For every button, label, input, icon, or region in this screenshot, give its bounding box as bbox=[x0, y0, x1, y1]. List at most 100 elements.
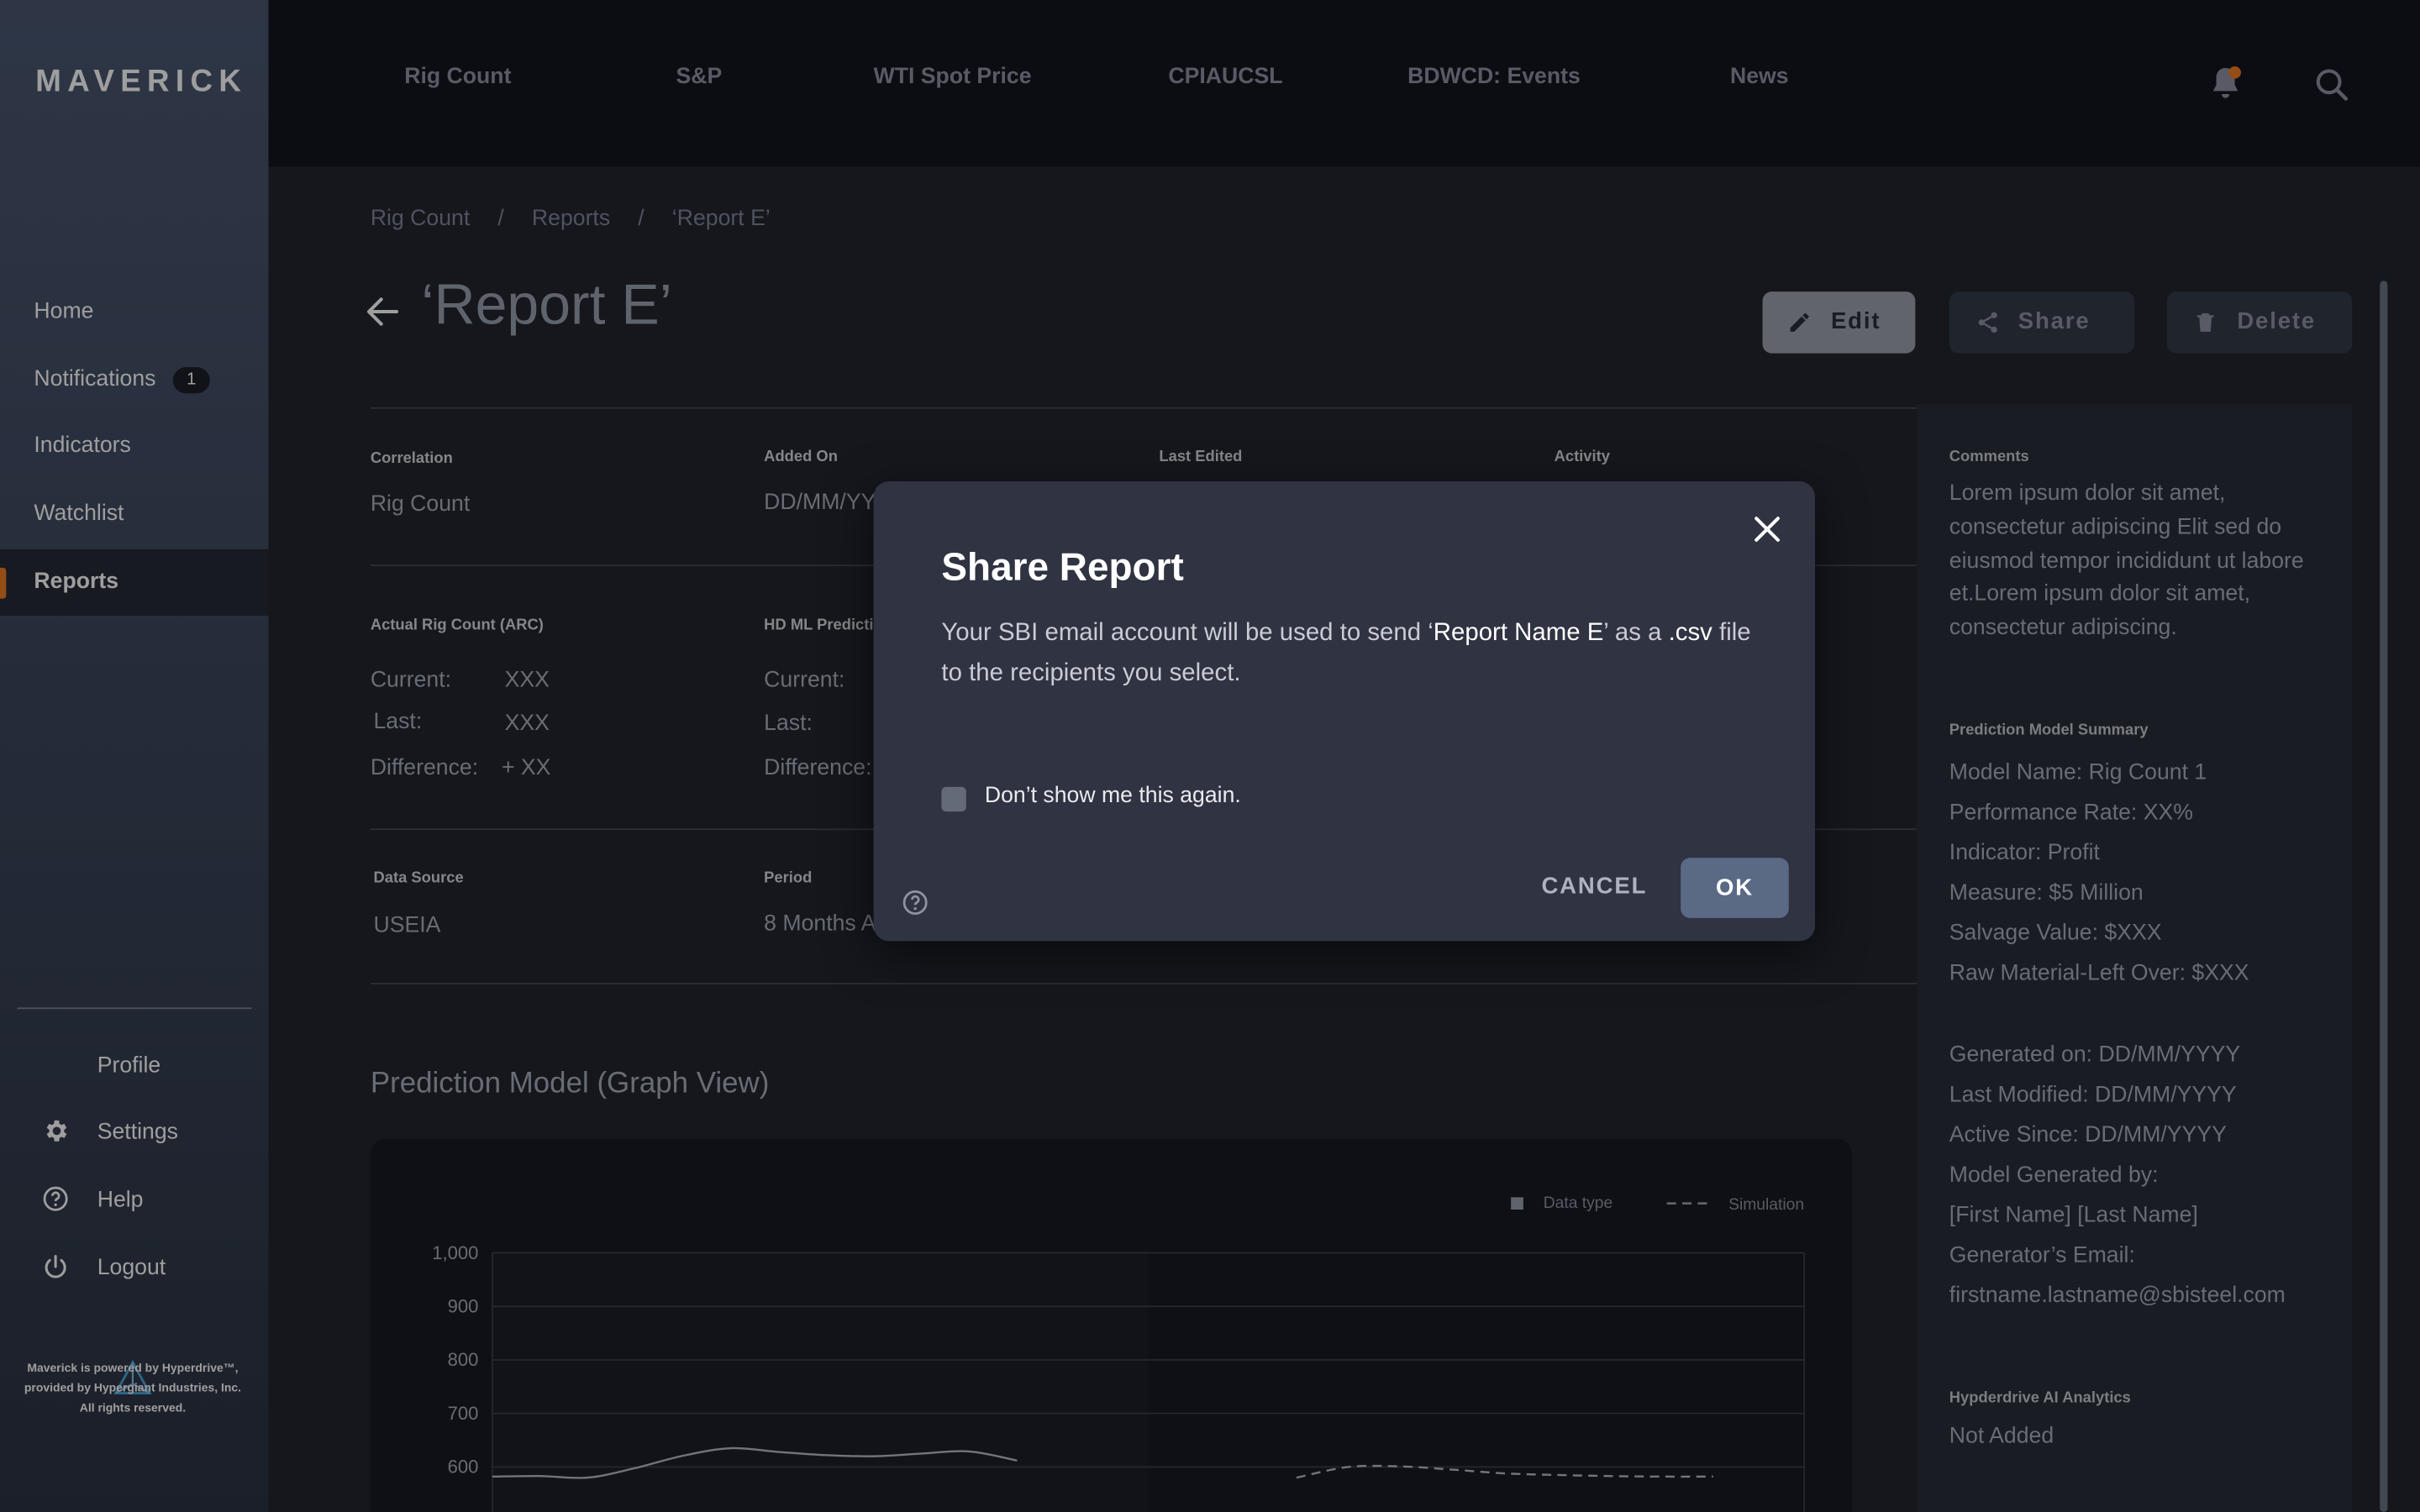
tab-cpiaucsl[interactable]: CPIAUCSL bbox=[1168, 65, 1283, 90]
sidebar-item-label: Home bbox=[34, 299, 94, 324]
chart-shaded-region bbox=[492, 1252, 1149, 1512]
chart-section-title: Prediction Model (Graph View) bbox=[370, 1068, 770, 1100]
power-icon bbox=[45, 1255, 66, 1278]
edit-button[interactable]: Edit bbox=[1762, 291, 1916, 354]
active-since: Active Since: DD/MM/YYYY bbox=[1949, 1123, 2227, 1148]
breadcrumb-current: ‘Report E’ bbox=[671, 207, 771, 232]
arc-last-value: XXX bbox=[504, 711, 550, 737]
salvage-value: Salvage Value: $XXX bbox=[1949, 921, 2162, 946]
sidebar-item-settings[interactable]: Settings bbox=[42, 1114, 258, 1151]
series-line-simulation bbox=[1296, 1464, 1713, 1479]
tab-news[interactable]: News bbox=[1729, 65, 1789, 90]
tab-bdwcd-events[interactable]: BDWCD: Events bbox=[1407, 65, 1581, 90]
gear-icon bbox=[46, 1120, 67, 1142]
sidebar-item-help[interactable]: Help bbox=[42, 1182, 258, 1219]
raw-material: Raw Material-Left Over: $XXX bbox=[1949, 961, 2249, 986]
arc-label: Actual Rig Count (ARC) bbox=[370, 617, 544, 634]
tab-rig-count[interactable]: Rig Count bbox=[404, 65, 512, 90]
hdml-current-label: Current: bbox=[764, 668, 845, 693]
y-tick-label: 700 bbox=[448, 1403, 479, 1424]
back-arrow-icon[interactable] bbox=[364, 295, 401, 328]
help-icon[interactable] bbox=[902, 889, 929, 916]
divider bbox=[370, 983, 1918, 984]
comments-label: Comments bbox=[1949, 449, 2029, 466]
bell-icon[interactable] bbox=[2207, 63, 2244, 103]
model-summary-label: Prediction Model Summary bbox=[1949, 722, 2149, 739]
scrollbar[interactable] bbox=[2380, 281, 2388, 1512]
arc-diff-value: + XX bbox=[501, 756, 551, 781]
help-icon bbox=[43, 1186, 68, 1211]
share-button[interactable]: Share bbox=[1949, 291, 2135, 354]
y-tick-label: 1,000 bbox=[432, 1242, 478, 1263]
edit-label: Edit bbox=[1830, 308, 1881, 335]
breadcrumb-separator: / bbox=[638, 207, 644, 232]
y-tick-label: 900 bbox=[448, 1296, 479, 1317]
y-tick-label: 800 bbox=[448, 1349, 479, 1370]
sidebar-item-watchlist[interactable]: Watchlist bbox=[0, 481, 269, 548]
data-source-label: Data Source bbox=[373, 869, 464, 888]
sidebar-item-reports[interactable]: Reports bbox=[0, 549, 269, 616]
chart-y-axis: 1,000 900 800 700 600 bbox=[432, 1242, 478, 1478]
legend-marker-data-type bbox=[1511, 1197, 1523, 1210]
sidebar-item-indicators[interactable]: Indicators bbox=[0, 413, 269, 480]
prediction-chart: 1,000 900 800 700 600 Data type Simulation bbox=[370, 1138, 1853, 1512]
breadcrumb-rig-count[interactable]: Rig Count bbox=[370, 207, 471, 232]
search-icon[interactable] bbox=[2313, 66, 2350, 103]
last-edited-label: Last Edited bbox=[1159, 449, 1243, 466]
sidebar-item-label: Profile bbox=[97, 1053, 161, 1079]
sidebar: MAVERICK Home Notifications 1 Indicators … bbox=[0, 0, 269, 1512]
comments-text: Lorem ipsum dolor sit amet, consectetur … bbox=[1949, 481, 2304, 641]
trash-icon bbox=[2196, 312, 2214, 332]
sidebar-item-profile[interactable]: Profile bbox=[42, 1047, 258, 1084]
delete-button[interactable]: Delete bbox=[2166, 291, 2353, 354]
series-line-data-type bbox=[492, 1446, 1018, 1479]
data-source-value: USEIA bbox=[373, 913, 441, 938]
breadcrumb: Rig Count / Reports / ‘Report E’ bbox=[371, 207, 792, 231]
chart-svg: 1,000 900 800 700 600 Data type Simulation bbox=[432, 1194, 1806, 1512]
indicator: Indicator: Profit bbox=[1949, 841, 2100, 866]
tab-wti-spot-price[interactable]: WTI Spot Price bbox=[873, 65, 1032, 90]
sidebar-item-label: Logout bbox=[97, 1256, 166, 1281]
generator-name: [First Name] [Last Name] bbox=[1949, 1203, 2198, 1229]
added-on-label: Added On bbox=[764, 449, 838, 466]
cancel-button[interactable]: Cancel bbox=[1541, 873, 1648, 900]
generator-email: firstname.lastname@sbisteel.com bbox=[1949, 1284, 2286, 1309]
dialog-message: Your SBI email account will be used to s… bbox=[941, 614, 1759, 695]
breadcrumb-separator: / bbox=[497, 207, 504, 232]
generated-on: Generated on: DD/MM/YYYY bbox=[1949, 1042, 2241, 1068]
arc-diff-label: Difference: bbox=[370, 756, 479, 781]
sidebar-item-label: Settings bbox=[97, 1120, 178, 1145]
active-indicator bbox=[0, 567, 7, 599]
dont-show-again-label[interactable]: Don’t show me this again. bbox=[984, 784, 1241, 809]
dont-show-again-checkbox[interactable] bbox=[941, 786, 966, 812]
performance-rate: Performance Rate: XX% bbox=[1949, 801, 2193, 826]
sidebar-item-label: Reports bbox=[34, 569, 119, 595]
activity-label: Activity bbox=[1554, 449, 1610, 466]
analytics-label: Hypderdrive AI Analytics bbox=[1949, 1389, 2131, 1408]
message-text: Your SBI email account will be used to s… bbox=[941, 620, 1434, 647]
legend-label-simulation: Simulation bbox=[1728, 1196, 1804, 1214]
chart-grid bbox=[492, 1252, 1806, 1512]
analytics-value: Not Added bbox=[1949, 1424, 2054, 1449]
ok-button[interactable]: OK bbox=[1681, 858, 1789, 918]
brand-logo[interactable]: MAVERICK bbox=[35, 65, 248, 99]
sidebar-item-home[interactable]: Home bbox=[0, 279, 269, 345]
model-name: Model Name: Rig Count 1 bbox=[1949, 760, 2207, 785]
sidebar-item-label: Help bbox=[97, 1188, 144, 1213]
divider bbox=[370, 407, 1918, 409]
page-title: ‘Report E’ bbox=[421, 273, 672, 337]
tab-sp[interactable]: S&P bbox=[676, 65, 723, 90]
share-report-dialog: Share Report Your SBI email account will… bbox=[873, 481, 1816, 942]
sidebar-item-logout[interactable]: Logout bbox=[42, 1250, 258, 1287]
message-text: file to the recipients you select. bbox=[941, 620, 1751, 687]
y-tick-label: 600 bbox=[448, 1457, 479, 1478]
close-icon[interactable] bbox=[1754, 515, 1781, 543]
breadcrumb-reports[interactable]: Reports bbox=[531, 207, 611, 232]
sidebar-item-notifications[interactable]: Notifications 1 bbox=[0, 347, 269, 413]
sidebar-divider bbox=[17, 1007, 252, 1010]
hdml-label: HD ML Prediction bbox=[764, 617, 892, 634]
powered-by-text: Maverick is powered by Hyperdrive™, prov… bbox=[24, 1361, 241, 1415]
arc-current-value: XXX bbox=[504, 668, 550, 693]
hyperdrive-logo-icon bbox=[113, 1359, 152, 1395]
generator-email-label: Generator’s Email: bbox=[1949, 1243, 2135, 1268]
